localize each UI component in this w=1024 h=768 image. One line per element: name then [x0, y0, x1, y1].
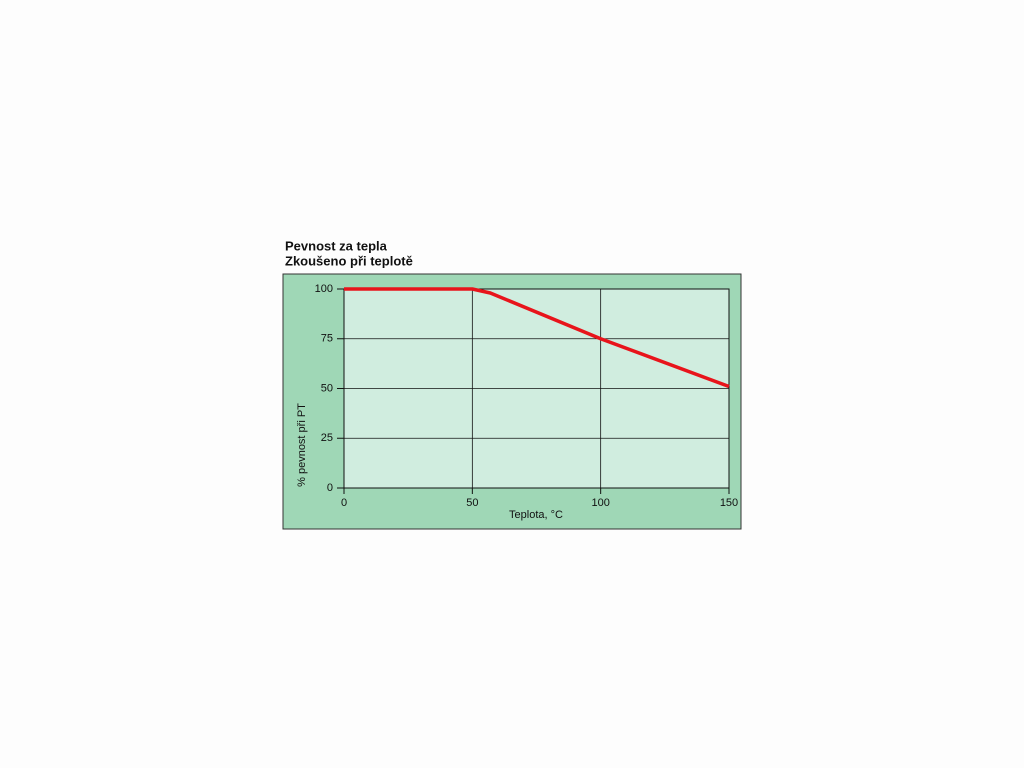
x-axis-label: Teplota, °C: [509, 509, 563, 521]
x-tick-label: 150: [720, 497, 738, 509]
y-tick-label: 75: [321, 333, 333, 345]
y-axis-label: % pevnost při PT: [296, 403, 308, 487]
data-line: [344, 287, 730, 389]
chart-subtitle: Zkoušeno při teplotě: [285, 253, 413, 268]
plot-border: [343, 288, 730, 489]
y-tick-label: 0: [327, 482, 333, 494]
x-tick-label: 50: [466, 497, 478, 509]
y-tick-label: 25: [321, 432, 333, 444]
chart-title: Pevnost za tepla: [285, 238, 388, 253]
y-tick-label: 50: [321, 382, 333, 394]
x-tick-label: 0: [341, 497, 347, 509]
y-tick-label: 100: [315, 283, 333, 295]
x-tick-label: 100: [591, 497, 609, 509]
